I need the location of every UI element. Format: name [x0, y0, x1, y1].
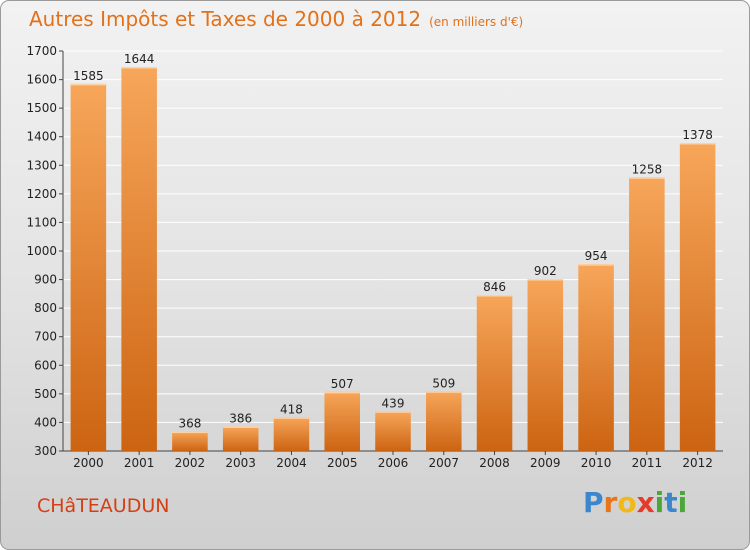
value-labels: 1585 1644 368 386 418 507 439 509 846 902 954 1258 1…	[73, 52, 713, 431]
value-label: 439	[382, 396, 405, 410]
value-label: 1644	[124, 52, 155, 66]
y-tick-label: 600	[34, 358, 57, 372]
bar	[629, 177, 665, 452]
logo-letter: i	[654, 486, 665, 519]
chart-title: Autres Impôts et Taxes de 2000 à 2012 (en…	[29, 7, 523, 31]
x-tick-label: 2004	[276, 456, 307, 470]
bar	[578, 264, 614, 451]
bar-highlight	[476, 295, 513, 297]
bar-highlight	[273, 417, 310, 419]
value-label: 368	[178, 417, 201, 431]
grid-lines	[63, 50, 723, 452]
bar-highlight	[426, 391, 462, 393]
bar-highlight	[222, 426, 259, 428]
logo-letter: x	[636, 486, 655, 519]
value-label: 507	[331, 377, 354, 391]
bar-highlight	[679, 143, 716, 145]
y-tick-labels: 300 400 500 600 700 800 900 1000 1100 1200 1300 140…	[26, 44, 57, 458]
value-label: 1585	[73, 69, 104, 83]
x-tick-labels: 2000 2001 2002 2003 2004 2005 2006 2007 2008 2009…	[73, 456, 713, 470]
value-label: 902	[534, 264, 557, 278]
bar	[121, 67, 157, 451]
y-tick-label: 1300	[26, 158, 57, 172]
y-tick-label: 500	[34, 387, 57, 401]
x-tick-label: 2005	[327, 456, 358, 470]
x-tick-label: 2010	[581, 456, 612, 470]
bar	[375, 411, 411, 451]
axes	[59, 50, 723, 455]
x-tick-label: 2011	[632, 456, 663, 470]
bar-highlight	[324, 391, 360, 394]
bar	[70, 83, 107, 451]
x-tick-label: 2001	[124, 456, 155, 470]
bar	[324, 391, 360, 451]
value-label: 846	[483, 280, 506, 294]
x-tick-label: 2003	[225, 456, 256, 470]
bar-highlight	[172, 431, 208, 434]
y-tick-label: 300	[34, 444, 57, 458]
bar	[426, 391, 462, 451]
x-tick-label: 2007	[428, 456, 459, 470]
y-tick-label: 1700	[26, 44, 57, 58]
x-tick-label: 2000	[73, 456, 104, 470]
bar	[222, 426, 259, 451]
bar-highlight	[527, 279, 564, 281]
value-label: 418	[280, 402, 303, 416]
value-label: 386	[229, 411, 252, 425]
x-tick-label: 2012	[682, 456, 713, 470]
logo-letter: P	[583, 486, 604, 519]
value-label: 1258	[632, 162, 663, 176]
y-tick-label: 1200	[26, 187, 57, 201]
bar	[527, 279, 564, 451]
value-label: 1378	[682, 128, 713, 142]
y-tick-label: 1100	[26, 215, 57, 229]
bar	[476, 295, 513, 451]
x-tick-label: 2006	[378, 456, 409, 470]
bar-highlight	[121, 67, 157, 69]
logo-letter: o	[617, 486, 637, 519]
bar-highlight	[375, 411, 411, 413]
value-label: 954	[585, 249, 608, 263]
bars	[70, 67, 716, 452]
x-tick-label: 2002	[175, 456, 206, 470]
bar-highlight	[629, 177, 665, 179]
y-tick-label: 1600	[26, 73, 57, 87]
bar	[172, 431, 208, 451]
title-unit: (en milliers d'€)	[429, 15, 524, 29]
logo-letter: r	[603, 486, 618, 519]
y-tick-label: 1500	[26, 101, 57, 115]
value-label: 509	[432, 376, 455, 390]
logo-letter: t	[664, 486, 678, 519]
y-tick-label: 800	[34, 301, 57, 315]
commune-name: CHâTEAUDUN	[37, 495, 170, 517]
bar-highlight	[578, 264, 614, 266]
y-tick-label: 400	[34, 415, 57, 429]
x-tick-label: 2009	[530, 456, 561, 470]
y-tick-label: 1000	[26, 244, 57, 258]
bar	[273, 417, 310, 451]
y-tick-label: 1400	[26, 130, 57, 144]
y-tick-label: 700	[34, 330, 57, 344]
proxiti-logo: Proxiti	[583, 486, 687, 519]
title-main: Autres Impôts et Taxes de 2000 à 2012	[29, 7, 422, 31]
bar-highlight	[70, 83, 107, 86]
bar	[679, 143, 716, 451]
logo-letter: i	[677, 486, 688, 519]
x-tick-label: 2008	[479, 456, 510, 470]
y-tick-label: 900	[34, 273, 57, 287]
